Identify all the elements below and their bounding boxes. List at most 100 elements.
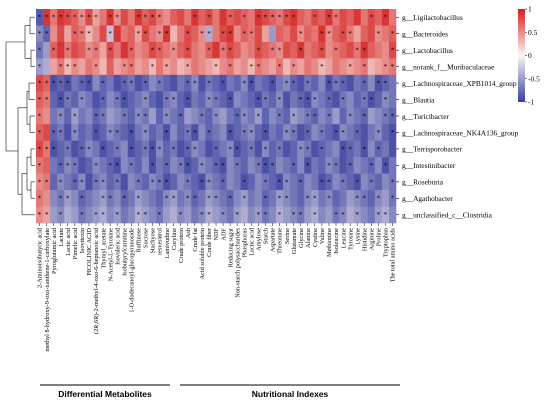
heatmap-cell: [325, 107, 333, 125]
significance-star: *: [186, 47, 190, 55]
heatmap-cell: [141, 140, 150, 158]
heatmap-cell: [92, 107, 100, 125]
significance-star: *: [214, 145, 218, 153]
significance-star: *: [377, 129, 381, 137]
heatmap-cell: [276, 140, 284, 158]
significance-star: *: [228, 47, 232, 55]
heatmap-cell: [332, 206, 340, 224]
significance-star: *: [186, 79, 190, 87]
heatmap-cell: [290, 157, 298, 174]
heatmap-cell: [325, 74, 333, 92]
heatmap-cell: [36, 25, 44, 43]
heatmap-cell: [198, 9, 206, 26]
heatmap-cell: [353, 74, 362, 92]
heatmap-cell: [374, 25, 383, 43]
heatmap-cell: [71, 58, 79, 76]
heatmap-cell: [170, 173, 178, 191]
heatmap-cell: [156, 157, 164, 174]
heatmap-cell: [219, 157, 227, 174]
heatmap-cell: [318, 190, 326, 207]
column-label: Crude fiber: [206, 227, 213, 257]
heatmap-cell: [346, 91, 354, 109]
heatmap-cell: [36, 140, 44, 158]
significance-star: *: [362, 145, 366, 153]
significance-star: *: [80, 14, 84, 22]
heatmap-cell: [106, 124, 114, 141]
heatmap-cell: [57, 173, 65, 191]
column-label: Reducing sugar: [227, 227, 234, 267]
heatmap-cell: [106, 157, 114, 174]
heatmap-cell: [346, 107, 354, 125]
significance-star: *: [377, 30, 381, 38]
significance-star: *: [186, 96, 190, 104]
heatmap-cell: [268, 157, 277, 174]
significance-star: *: [228, 145, 232, 153]
heatmap-cell: [141, 107, 150, 125]
heatmap-cell: [311, 9, 319, 26]
significance-star: *: [158, 14, 162, 22]
significance-star: *: [108, 129, 112, 137]
heatmap-cell: [78, 107, 86, 125]
heatmap-cell: [106, 25, 114, 43]
heatmap-cell: [50, 157, 58, 174]
row-label: g__Lachnospiraceae_XPB1014_group: [402, 79, 517, 88]
heatmap-cell: [134, 124, 143, 141]
significance-star: *: [59, 112, 63, 120]
heatmap-cell: [360, 206, 369, 224]
heatmap-cell: [268, 124, 277, 141]
heatmap-cell: [57, 107, 65, 125]
heatmap-cell: [43, 91, 51, 109]
heatmap-cell: [212, 74, 220, 92]
significance-star: *: [38, 195, 42, 203]
heatmap-cell: [36, 58, 44, 76]
heatmap-cell: [233, 58, 242, 76]
heatmap-cell: [184, 74, 192, 92]
heatmap-cell: [311, 91, 319, 109]
heatmap-cell: [283, 58, 291, 76]
heatmap-cell: [191, 107, 199, 125]
heatmap-cell: [276, 25, 284, 43]
heatmap-cell: [205, 140, 213, 158]
significance-star: *: [59, 162, 63, 170]
significance-star: *: [94, 47, 98, 55]
significance-star: *: [214, 96, 218, 104]
heatmap-cell: [71, 107, 79, 125]
column-label: Thymyl_acetate: [100, 228, 107, 269]
significance-star: *: [130, 63, 134, 71]
significance-star: *: [285, 79, 289, 87]
colorbar-tick-label: 1: [528, 5, 532, 14]
heatmap-cell: [184, 140, 192, 158]
heatmap-cell: [261, 157, 270, 174]
significance-star: *: [38, 14, 42, 22]
column-label: Glutamate: [291, 228, 298, 254]
heatmap-cell: [268, 190, 277, 207]
heatmap-cell: [388, 140, 397, 158]
heatmap-cell: [290, 190, 298, 207]
heatmap-cell: [233, 157, 242, 174]
heatmap-cell: [339, 107, 347, 125]
column-label: Raffinose: [136, 228, 143, 253]
heatmap-cell: [78, 124, 86, 141]
heatmap-cell: [198, 91, 206, 109]
heatmap-cell: [381, 91, 390, 109]
heatmap-cell: [346, 58, 354, 76]
colorbar-tick-label: 0: [528, 51, 532, 60]
heatmap-cell: [134, 107, 143, 125]
heatmap-cell: [64, 173, 72, 191]
heatmap-cell: [134, 9, 143, 26]
heatmap-cell: [99, 91, 107, 109]
heatmap-cell: [99, 173, 107, 191]
heatmap-cell: [276, 124, 284, 141]
significance-star: *: [278, 14, 282, 22]
heatmap-cell: [141, 173, 150, 191]
significance-star: *: [158, 79, 162, 87]
significance-star: *: [200, 112, 204, 120]
heatmap-cell: [290, 58, 298, 76]
heatmap-cell: [134, 41, 143, 59]
heatmap-cell: [247, 9, 256, 26]
significance-star: *: [214, 63, 218, 71]
heatmap-cell: [346, 74, 354, 92]
column-label: Isovaleric acid: [114, 227, 121, 265]
heatmap-cell: [141, 190, 150, 207]
heatmap-cell: [177, 190, 185, 207]
